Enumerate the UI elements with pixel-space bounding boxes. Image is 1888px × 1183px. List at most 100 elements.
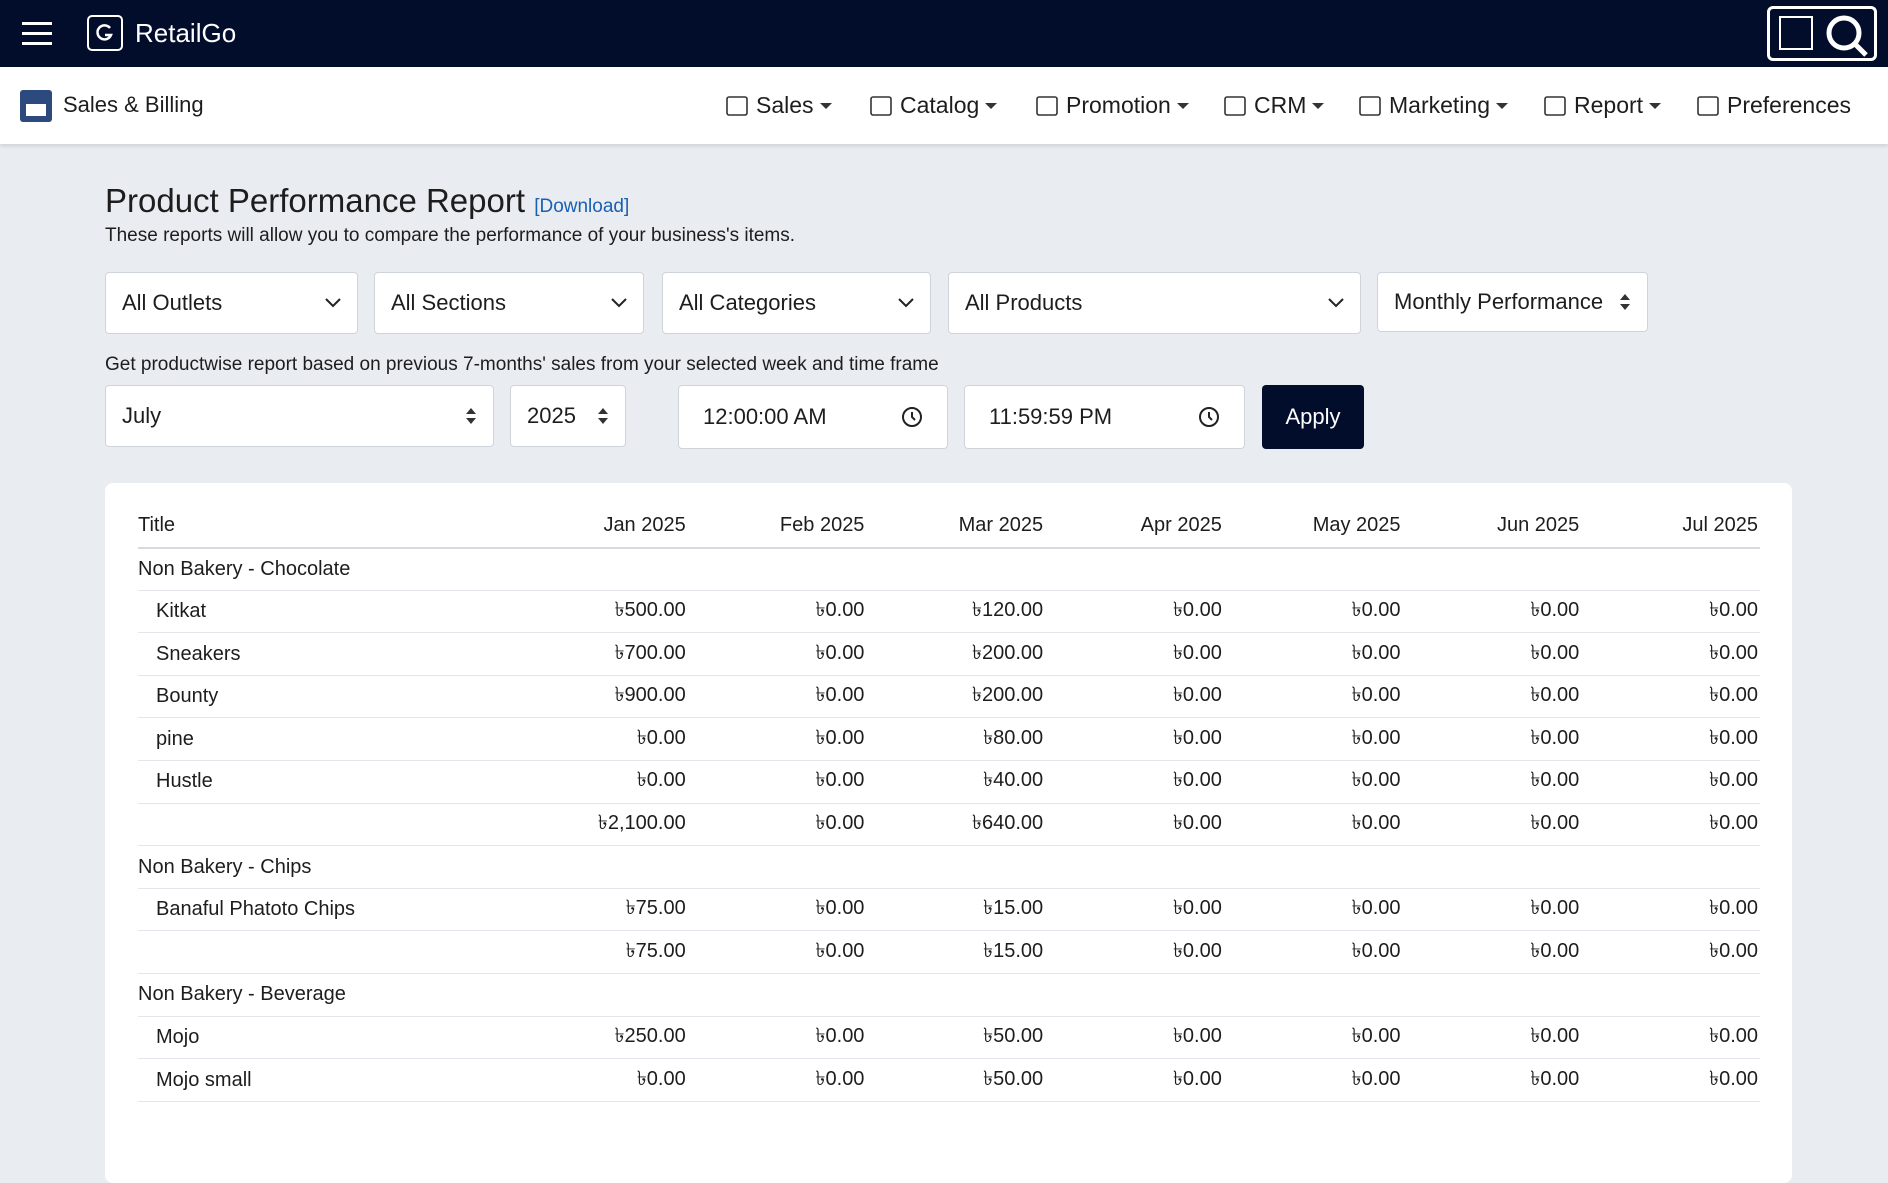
filter-label: All Sections bbox=[391, 290, 506, 315]
item-value: ৳0.00 bbox=[1223, 1016, 1403, 1060]
total-value: ৳75.00 bbox=[509, 930, 688, 975]
chevron bbox=[325, 298, 341, 308]
end-time[interactable]: 11:59:59 PM bbox=[964, 385, 1245, 449]
brand: RetailGo bbox=[135, 18, 237, 48]
total-value: ৳0.00 bbox=[1223, 803, 1403, 847]
nav-icon bbox=[1036, 95, 1058, 116]
page-title: Product Performance Report [Download] bbox=[105, 182, 629, 220]
item-value: ৳200.00 bbox=[866, 675, 1046, 719]
caret bbox=[1495, 102, 1508, 109]
filter-select[interactable]: All Sections bbox=[374, 272, 644, 334]
chevron bbox=[1328, 298, 1344, 308]
total-value: ৳0.00 bbox=[1581, 930, 1760, 975]
nav-item[interactable]: Promotion bbox=[1034, 67, 1189, 144]
group-name: Non Bakery - Beverage bbox=[138, 973, 1760, 1017]
item-value: ৳0.00 bbox=[1581, 590, 1760, 634]
item-value: ৳120.00 bbox=[866, 590, 1046, 634]
item-value: ৳0.00 bbox=[687, 590, 867, 634]
month-select[interactable]: July bbox=[105, 385, 494, 447]
year: 2025 bbox=[527, 403, 576, 428]
item-value: ৳0.00 bbox=[687, 760, 867, 804]
item-row: Bounty ৳900.00 ৳0.00 ৳200.00 ৳0.00 ৳0.00 ৳0.00… bbox=[138, 675, 1760, 719]
item-title: Banaful Phatoto Chips bbox=[138, 888, 510, 932]
item-value: ৳0.00 bbox=[1581, 632, 1760, 676]
total-value: ৳0.00 bbox=[1581, 803, 1760, 847]
header-row: Title Jan 2025 Feb 2025 Mar 2025 Apr 2025 May… bbox=[138, 505, 1760, 549]
nav-icon bbox=[870, 95, 892, 116]
apply-button[interactable]: Apply bbox=[1262, 385, 1364, 449]
item-row: Hustle ৳0.00 ৳0.00 ৳40.00 ৳0.00 ৳0.00 ৳0.00 ৳0.… bbox=[138, 760, 1760, 804]
nav-icon bbox=[1224, 95, 1246, 116]
top-bar: RetailGo bbox=[0, 0, 1888, 67]
nav-label: Preferences bbox=[1727, 92, 1852, 118]
nav-icon bbox=[1544, 95, 1566, 116]
item-title: Mojo bbox=[138, 1016, 510, 1060]
item-value: ৳0.00 bbox=[1223, 675, 1403, 719]
year-select[interactable]: 2025 bbox=[510, 385, 626, 447]
nav-item[interactable]: Marketing bbox=[1357, 67, 1508, 144]
nav-item[interactable]: Report bbox=[1542, 67, 1662, 144]
clock bbox=[1199, 407, 1219, 427]
app-title[interactable]: Sales & Billing bbox=[63, 92, 204, 117]
report-card: Title Jan 2025 Feb 2025 Mar 2025 Apr 2025 May… bbox=[105, 483, 1792, 1183]
item-row: Sneakers ৳700.00 ৳0.00 ৳200.00 ৳0.00 ৳0.00 ৳0.… bbox=[138, 632, 1760, 676]
nav-item[interactable]: Sales bbox=[724, 67, 832, 144]
item-value: ৳0.00 bbox=[1223, 717, 1403, 762]
caret bbox=[819, 102, 832, 109]
item-value: ৳250.00 bbox=[509, 1016, 688, 1060]
item-value: ৳0.00 bbox=[1045, 717, 1224, 762]
updown bbox=[466, 408, 476, 424]
menu-button[interactable] bbox=[22, 20, 54, 48]
filter-select[interactable]: All Categories bbox=[662, 272, 931, 334]
item-value: ৳75.00 bbox=[509, 888, 688, 932]
nav-item[interactable]: CRM bbox=[1222, 67, 1325, 144]
item-value: ৳0.00 bbox=[1223, 590, 1403, 634]
item-value: ৳0.00 bbox=[1045, 1058, 1224, 1102]
item-value: ৳50.00 bbox=[866, 1016, 1046, 1060]
title-text: Product Performance Report bbox=[105, 182, 526, 219]
item-value: ৳0.00 bbox=[687, 1016, 867, 1060]
filter-select[interactable]: All Products bbox=[948, 272, 1361, 334]
item-row: pine ৳0.00 ৳0.00 ৳80.00 ৳0.00 ৳0.00 ৳0.00 ৳0.00 bbox=[138, 717, 1760, 762]
item-value: ৳0.00 bbox=[1402, 888, 1582, 932]
group-row: Non Bakery - Chips bbox=[138, 845, 1760, 889]
start-time-text: 12:00:00 AM bbox=[703, 404, 827, 429]
item-row: Kitkat ৳500.00 ৳0.00 ৳120.00 ৳0.00 ৳0.00 ৳0.00… bbox=[138, 590, 1760, 634]
item-value: ৳0.00 bbox=[1402, 1058, 1582, 1102]
item-row: Mojo small ৳0.00 ৳0.00 ৳50.00 ৳0.00 ৳0.00 ৳0.0… bbox=[138, 1058, 1760, 1102]
total-value: ৳0.00 bbox=[687, 803, 867, 847]
page-description: These reports will allow you to compare … bbox=[105, 225, 796, 246]
filter-select[interactable]: Monthly Performance bbox=[1377, 272, 1648, 332]
nav-item[interactable]: Preferences bbox=[1695, 67, 1851, 144]
item-value: ৳0.00 bbox=[1402, 675, 1582, 719]
filter-select[interactable]: All Outlets bbox=[105, 272, 358, 334]
nav-icon bbox=[1359, 95, 1381, 116]
nav-icon bbox=[726, 95, 748, 116]
item-value: ৳0.00 bbox=[1045, 888, 1224, 932]
item-value: ৳0.00 bbox=[1045, 590, 1224, 634]
total-value: ৳0.00 bbox=[687, 930, 867, 975]
column-header: Jan 2025 bbox=[509, 505, 688, 549]
item-value: ৳0.00 bbox=[1402, 590, 1582, 634]
item-value: ৳0.00 bbox=[1045, 760, 1224, 804]
filter-label: Monthly Performance bbox=[1394, 289, 1604, 314]
total-value: ৳0.00 bbox=[1402, 803, 1582, 847]
user-badge[interactable] bbox=[1767, 6, 1877, 61]
filter-label: All Products bbox=[965, 290, 1083, 315]
table-body: Non Bakery - Chocolate Kitkat ৳500.00 ৳0.00… bbox=[138, 547, 1760, 1102]
item-value: ৳200.00 bbox=[866, 632, 1046, 676]
item-value: ৳0.00 bbox=[509, 1058, 688, 1102]
nav-icon bbox=[1697, 95, 1719, 116]
total-spacer bbox=[138, 930, 510, 975]
column-header: Title bbox=[138, 505, 510, 549]
nav-item[interactable]: Catalog bbox=[868, 67, 998, 144]
column-header: Feb 2025 bbox=[687, 505, 867, 549]
item-value: ৳0.00 bbox=[509, 717, 688, 762]
download-link[interactable]: [Download] bbox=[534, 196, 630, 217]
nav-bar: Sales & Billing Sales Catalog Promotion CRM… bbox=[0, 67, 1888, 144]
item-value: ৳0.00 bbox=[509, 760, 688, 804]
item-value: ৳0.00 bbox=[1402, 760, 1582, 804]
total-value: ৳640.00 bbox=[866, 803, 1046, 847]
start-time[interactable]: 12:00:00 AM bbox=[678, 385, 948, 449]
